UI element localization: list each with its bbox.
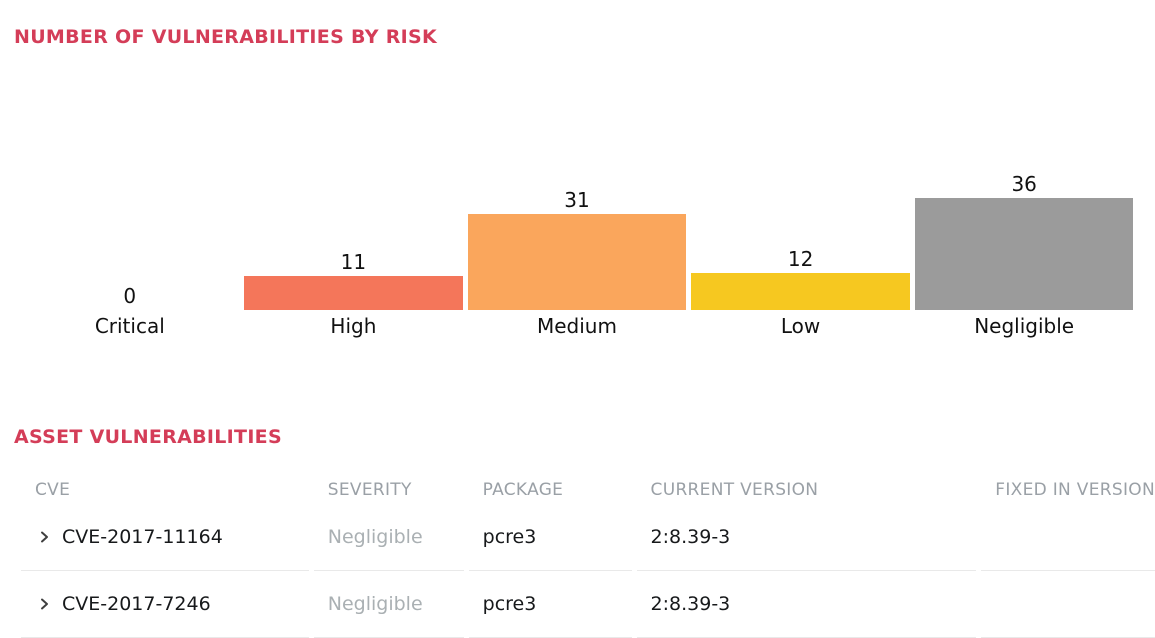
bar-high[interactable]: [244, 276, 463, 310]
x-axis-category-label: Negligible: [974, 314, 1075, 338]
table-header-row: CVE SEVERITY PACKAGE CURRENT VERSION FIXED I…: [21, 476, 1155, 504]
x-axis-category-label: Medium: [536, 314, 617, 338]
column-header-current-version: CURRENT VERSION: [650, 480, 819, 500]
chart-plot-area: 0 Critical 11 High 31 Medium 12 Low 36 N…: [18, 150, 1136, 338]
x-axis-category-label: High: [330, 314, 377, 338]
bar-value-label: 0: [123, 284, 137, 308]
bar-negligible[interactable]: [914, 198, 1134, 310]
bar-medium[interactable]: [467, 214, 687, 310]
chart-slot-low: 12 Low: [689, 150, 913, 338]
fixed-in-version-cell: [981, 571, 1155, 638]
column-header-cve: CVE: [35, 480, 71, 500]
fixed-in-version-cell: [981, 504, 1155, 571]
bar-zone: 11: [242, 150, 466, 310]
chart-slot-negligible: 36 Negligible: [912, 150, 1136, 338]
package-cell: pcre3: [468, 504, 632, 571]
package-cell: pcre3: [468, 571, 632, 638]
current-version-cell: 2:8.39-3: [636, 571, 977, 638]
column-header-fixed-in-version: FIXED IN VERSION: [995, 480, 1155, 500]
column-header-severity: SEVERITY: [327, 480, 412, 500]
chart-slot-critical: 0 Critical: [18, 150, 242, 338]
chart-section-title: NUMBER OF VULNERABILITIES BY RISK: [14, 26, 438, 48]
asset-vulnerabilities-table: CVE SEVERITY PACKAGE CURRENT VERSION FIXED I…: [21, 476, 1155, 638]
current-version-cell: 2:8.39-3: [636, 504, 977, 571]
x-axis-category-label: Low: [780, 314, 821, 338]
bar-value-label: 11: [340, 250, 367, 274]
bar-zone: 36: [912, 150, 1136, 310]
table-row[interactable]: CVE-2017-7246 Negligible pcre3 2:8.39-3: [21, 571, 1155, 638]
chevron-right-icon[interactable]: [39, 530, 50, 544]
cve-id: CVE-2017-7246: [62, 593, 211, 615]
table-row[interactable]: CVE-2017-11164 Negligible pcre3 2:8.39-3: [21, 504, 1155, 571]
bar-zone: 31: [465, 150, 689, 310]
chevron-right-icon[interactable]: [39, 597, 50, 611]
chart-slot-high: 11 High: [242, 150, 466, 338]
bar-value-label: 36: [1011, 172, 1037, 196]
severity-cell: Negligible: [313, 504, 464, 571]
vulnerabilities-by-risk-chart: 0 Critical 11 High 31 Medium 12 Low 36 N…: [18, 150, 1136, 338]
cve-id: CVE-2017-11164: [62, 526, 223, 548]
bar-value-label: 12: [787, 247, 814, 271]
bar-value-label: 31: [564, 188, 590, 212]
x-axis-category-label: Critical: [94, 314, 165, 338]
bar-zone: 12: [689, 150, 913, 310]
table-body: CVE-2017-11164 Negligible pcre3 2:8.39-3…: [21, 504, 1155, 638]
severity-cell: Negligible: [313, 571, 464, 638]
table-section-title: ASSET VULNERABILITIES: [14, 426, 282, 448]
chart-slot-medium: 31 Medium: [465, 150, 689, 338]
bar-zone: 0: [18, 150, 242, 310]
cve-cell: CVE-2017-7246: [21, 571, 309, 638]
column-header-package: PACKAGE: [482, 480, 564, 500]
cve-cell: CVE-2017-11164: [21, 504, 309, 571]
bar-low[interactable]: [691, 273, 910, 310]
